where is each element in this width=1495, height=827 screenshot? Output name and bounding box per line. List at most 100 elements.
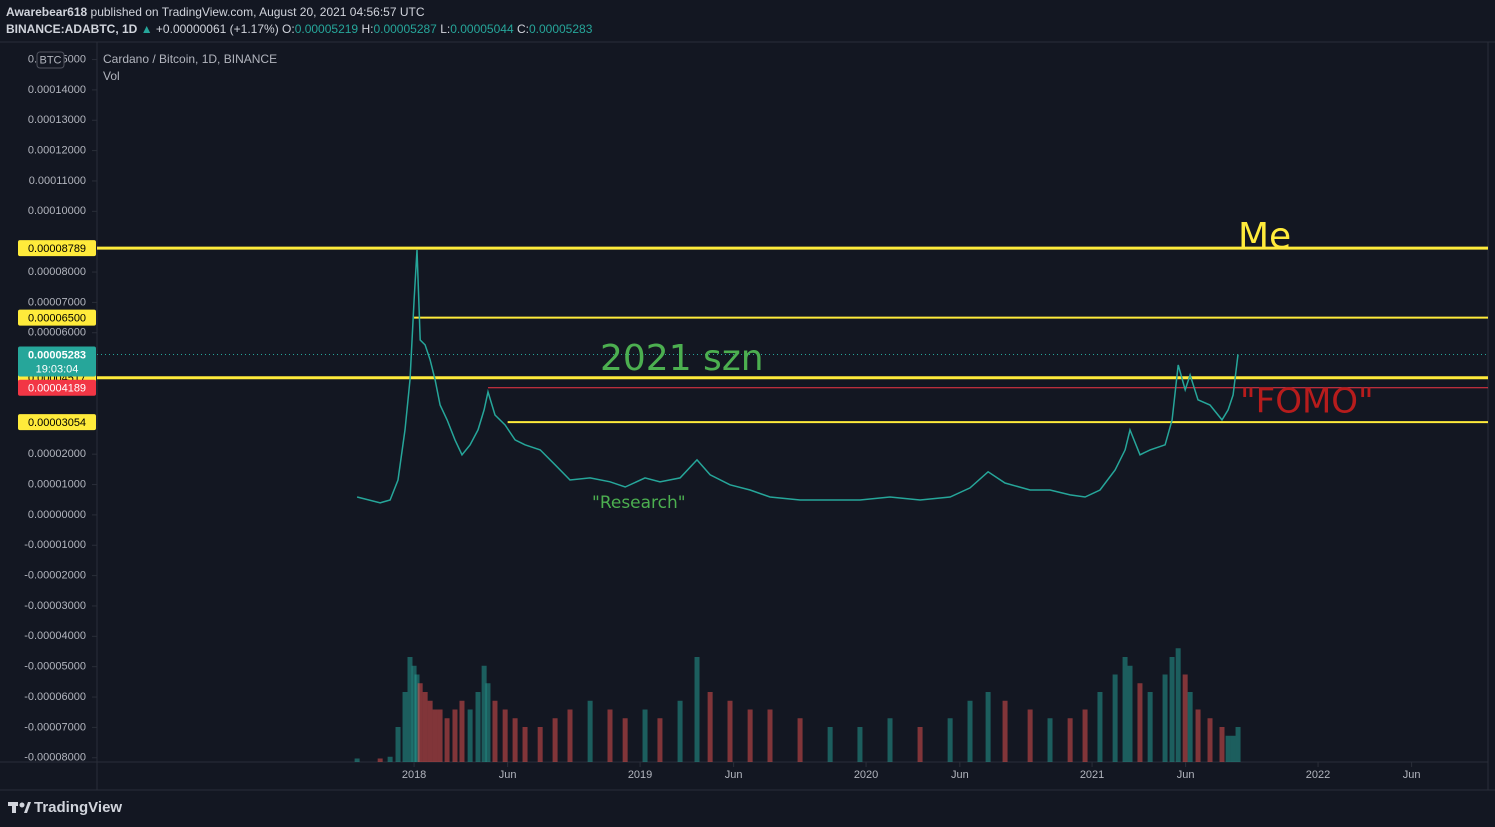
annotation: "FOMO" xyxy=(1240,382,1374,422)
volume-bar xyxy=(1207,718,1213,762)
x-tick-label: 2020 xyxy=(854,769,878,781)
volume-bar xyxy=(767,709,773,762)
y-tick-label: -0.00001000 xyxy=(24,539,86,551)
volume-bar xyxy=(1175,648,1181,762)
currency-badge-label: BTC xyxy=(40,54,62,66)
level-label-box xyxy=(18,379,96,396)
volume-bar xyxy=(1027,709,1033,762)
volume-bar xyxy=(727,700,733,762)
volume-bar xyxy=(492,700,498,762)
chart-title: Cardano / Bitcoin, 1D, BINANCE xyxy=(103,52,277,66)
volume-bar xyxy=(747,709,753,762)
y-tick-label: 0.00012000 xyxy=(28,145,86,157)
volume-bar xyxy=(587,700,593,762)
level-label-box xyxy=(18,414,96,431)
brand: TradingView xyxy=(34,799,122,816)
logo: TradingView xyxy=(8,799,122,816)
volume-bar xyxy=(427,700,433,762)
volume-bar xyxy=(452,709,458,762)
y-tick-label: 0.00008000 xyxy=(28,266,86,278)
volume-bar xyxy=(1169,657,1175,762)
volume-bar xyxy=(657,718,663,762)
x-tick-label: Jun xyxy=(1403,769,1421,781)
volume-bar xyxy=(414,674,420,762)
volume-bar xyxy=(467,709,473,762)
logo-shape xyxy=(12,802,16,813)
volume-bar xyxy=(707,692,713,762)
volume-bar xyxy=(1230,735,1236,762)
y-tick-label: -0.00008000 xyxy=(24,752,86,764)
y-tick-label: 0.00002000 xyxy=(28,448,86,460)
volume-bar xyxy=(947,718,953,762)
c-label: C: xyxy=(516,22,529,36)
logo-shape xyxy=(24,802,31,813)
volume-bar xyxy=(417,683,423,762)
volume-bar xyxy=(377,758,383,762)
volume-bar xyxy=(1067,718,1073,762)
volume-bar xyxy=(502,709,508,762)
countdown: 19:03:04 xyxy=(36,363,79,375)
change: +0.00000061 (+1.17%) xyxy=(155,22,279,36)
last-price-box xyxy=(18,346,96,377)
volume-bar xyxy=(402,692,408,762)
volume-bar xyxy=(1195,709,1201,762)
published: published on TradingView.com, August 20,… xyxy=(90,5,425,19)
annotation: "Research" xyxy=(592,493,686,513)
logo-shape xyxy=(19,802,25,808)
l-label: L: xyxy=(440,22,451,36)
volume-bar xyxy=(1219,727,1225,762)
y-tick-label: -0.00005000 xyxy=(24,661,86,673)
volume-bar xyxy=(887,718,893,762)
volume-legend: Vol xyxy=(103,69,120,83)
volume-bar xyxy=(537,727,543,762)
volume-bar xyxy=(485,683,491,762)
volume-bar xyxy=(1187,692,1193,762)
volume-bar xyxy=(407,657,413,762)
volume-bar xyxy=(567,709,573,762)
volume-bar xyxy=(1162,674,1168,762)
volume-bar xyxy=(512,718,518,762)
volume-bar xyxy=(917,727,923,762)
low: 0.00005044 xyxy=(450,22,514,36)
volume-bar xyxy=(1127,665,1133,762)
volume-bar xyxy=(827,727,833,762)
volume-bar xyxy=(437,709,443,762)
volume-bar xyxy=(481,665,487,762)
y-tick-label: 0.00007000 xyxy=(28,296,86,308)
annotation: Me xyxy=(1238,216,1291,257)
volume-bar xyxy=(422,692,428,762)
level-label: 0.00006500 xyxy=(28,312,86,324)
x-tick-label: Jun xyxy=(499,769,517,781)
level-label: 0.00003054 xyxy=(28,417,86,429)
author: Awarebear618 xyxy=(6,5,88,19)
y-tick-label: 0.00000000 xyxy=(28,509,86,521)
quote-line: BINANCE:ADABTC, 1D ▲ +0.00000061 (+1.17%… xyxy=(6,22,592,36)
y-tick-label: -0.00002000 xyxy=(24,570,86,582)
volume-bar xyxy=(387,756,393,762)
x-tick-label: Jun xyxy=(725,769,743,781)
volume-bar xyxy=(395,727,401,762)
volume-bar xyxy=(411,665,417,762)
volume-bar xyxy=(677,700,683,762)
volume-bar xyxy=(1002,700,1008,762)
y-tick-label: 0.00010000 xyxy=(28,205,86,217)
annotation: 2021 szn xyxy=(600,338,764,379)
y-tick-label: 0.00014000 xyxy=(28,84,86,96)
y-tick-label: -0.00006000 xyxy=(24,691,86,703)
level-label: 0.00004189 xyxy=(28,383,86,395)
y-tick-label: -0.00003000 xyxy=(24,600,86,612)
volume-bar xyxy=(607,709,613,762)
arrow: ▲ xyxy=(140,22,153,36)
volume-bar xyxy=(354,758,360,762)
volume-bar xyxy=(552,718,558,762)
volume-bar xyxy=(642,709,648,762)
volume-bar xyxy=(1112,674,1118,762)
x-tick-label: Jun xyxy=(951,769,969,781)
volume-bar xyxy=(1147,692,1153,762)
volume-bar xyxy=(967,700,973,762)
y-tick-label: -0.00007000 xyxy=(24,721,86,733)
x-tick-label: 2021 xyxy=(1080,769,1104,781)
volume-bar xyxy=(444,718,450,762)
